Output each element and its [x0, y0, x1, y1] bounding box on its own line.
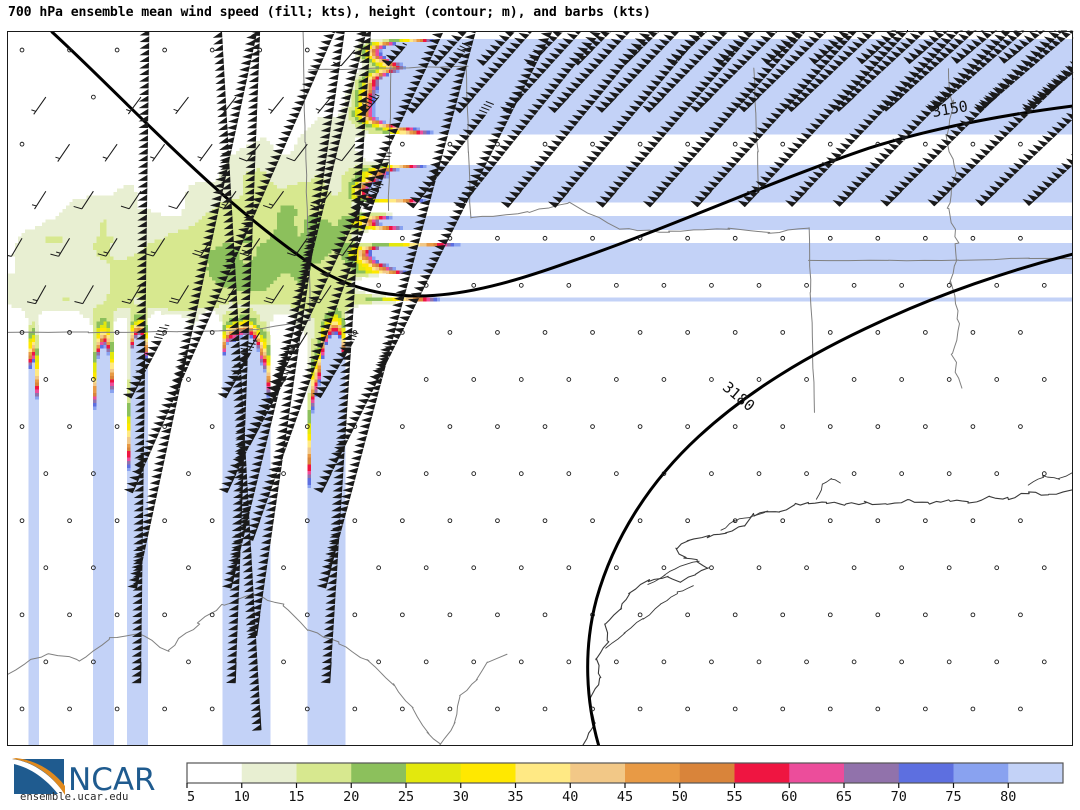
coastline [582, 490, 1072, 745]
calm-wind-symbol [20, 48, 24, 52]
bay-outline [816, 479, 840, 500]
windspeed-fill-layer [8, 32, 1072, 745]
map-panel[interactable]: 3150 3180 [7, 31, 1073, 746]
calm-wind-symbol [115, 48, 119, 52]
coastline [1028, 473, 1072, 485]
geographic-borders-layer [8, 32, 1072, 745]
page-title: 700 hPa ensemble mean wind speed (fill; … [8, 5, 651, 20]
calm-wind-symbol [163, 48, 167, 52]
wind-barb-pennant [552, 32, 562, 37]
wind-barb-pennant [504, 32, 514, 37]
wind-barb-pennant [457, 32, 467, 36]
calm-wind-symbol [305, 48, 309, 52]
calm-wind-symbol [210, 48, 214, 52]
river-border-line [440, 654, 507, 745]
bay-outline [721, 512, 765, 530]
height-contour-3180 [588, 254, 1072, 745]
header: 700 hPa ensemble mean wind speed (fill; … [0, 0, 1080, 32]
bay-outline [648, 561, 699, 584]
wind-barb-pennant [600, 32, 610, 37]
barrier-island [606, 586, 694, 648]
